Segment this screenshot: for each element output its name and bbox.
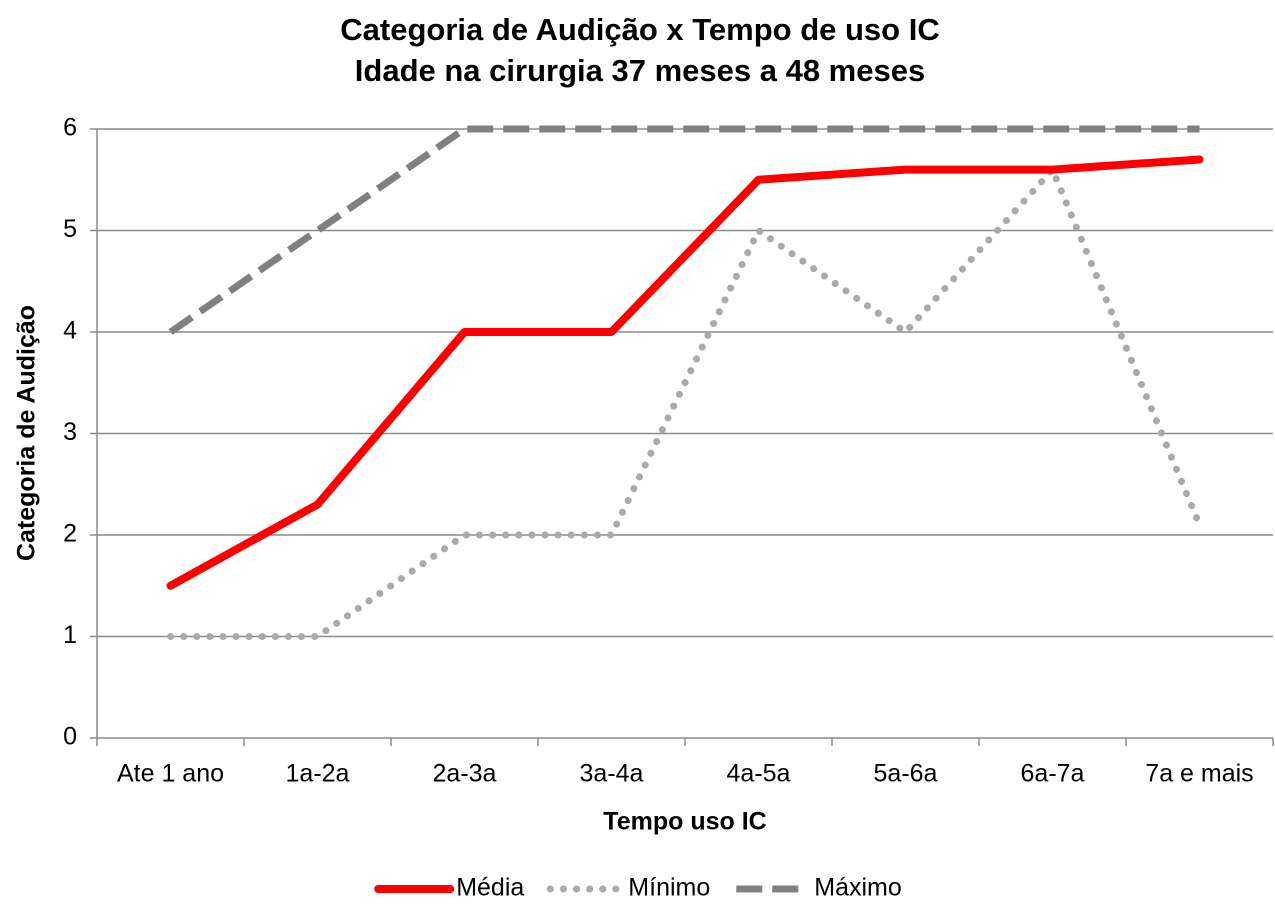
y-tick-label: 2 bbox=[63, 520, 77, 548]
y-tick-label: 0 bbox=[63, 723, 77, 751]
legend-label: Média bbox=[456, 874, 524, 902]
series-line bbox=[167, 166, 1203, 640]
legend-label: Máximo bbox=[814, 874, 902, 902]
chart-subtitle: Idade na cirurgia 37 meses a 48 meses bbox=[355, 53, 925, 88]
x-tick-label: 6a-7a bbox=[1021, 760, 1085, 788]
chart-title: Categoria de Audição x Tempo de uso IC bbox=[340, 12, 939, 47]
x-tick-label: 4a-5a bbox=[727, 760, 791, 788]
x-tick-label: 2a-3a bbox=[433, 760, 497, 788]
x-tick-label: 7a e mais bbox=[1145, 760, 1253, 788]
x-axis-title: Tempo uso IC bbox=[603, 808, 766, 836]
x-tick-label: 1a-2a bbox=[286, 760, 350, 788]
y-axis-title: Categoria de Audição bbox=[13, 305, 41, 561]
y-tick-label: 1 bbox=[63, 621, 77, 649]
x-tick-label: Ate 1 ano bbox=[117, 760, 224, 788]
series-line bbox=[168, 125, 1200, 335]
x-tick-label: 5a-6a bbox=[874, 760, 938, 788]
x-tick-label: 3a-4a bbox=[580, 760, 644, 788]
y-tick-label: 3 bbox=[63, 418, 77, 446]
y-tick-label: 6 bbox=[63, 114, 77, 142]
legend-label: Mínimo bbox=[628, 874, 710, 902]
series-line bbox=[166, 155, 1204, 590]
y-tick-label: 5 bbox=[63, 215, 77, 243]
y-tick-label: 4 bbox=[63, 317, 77, 345]
